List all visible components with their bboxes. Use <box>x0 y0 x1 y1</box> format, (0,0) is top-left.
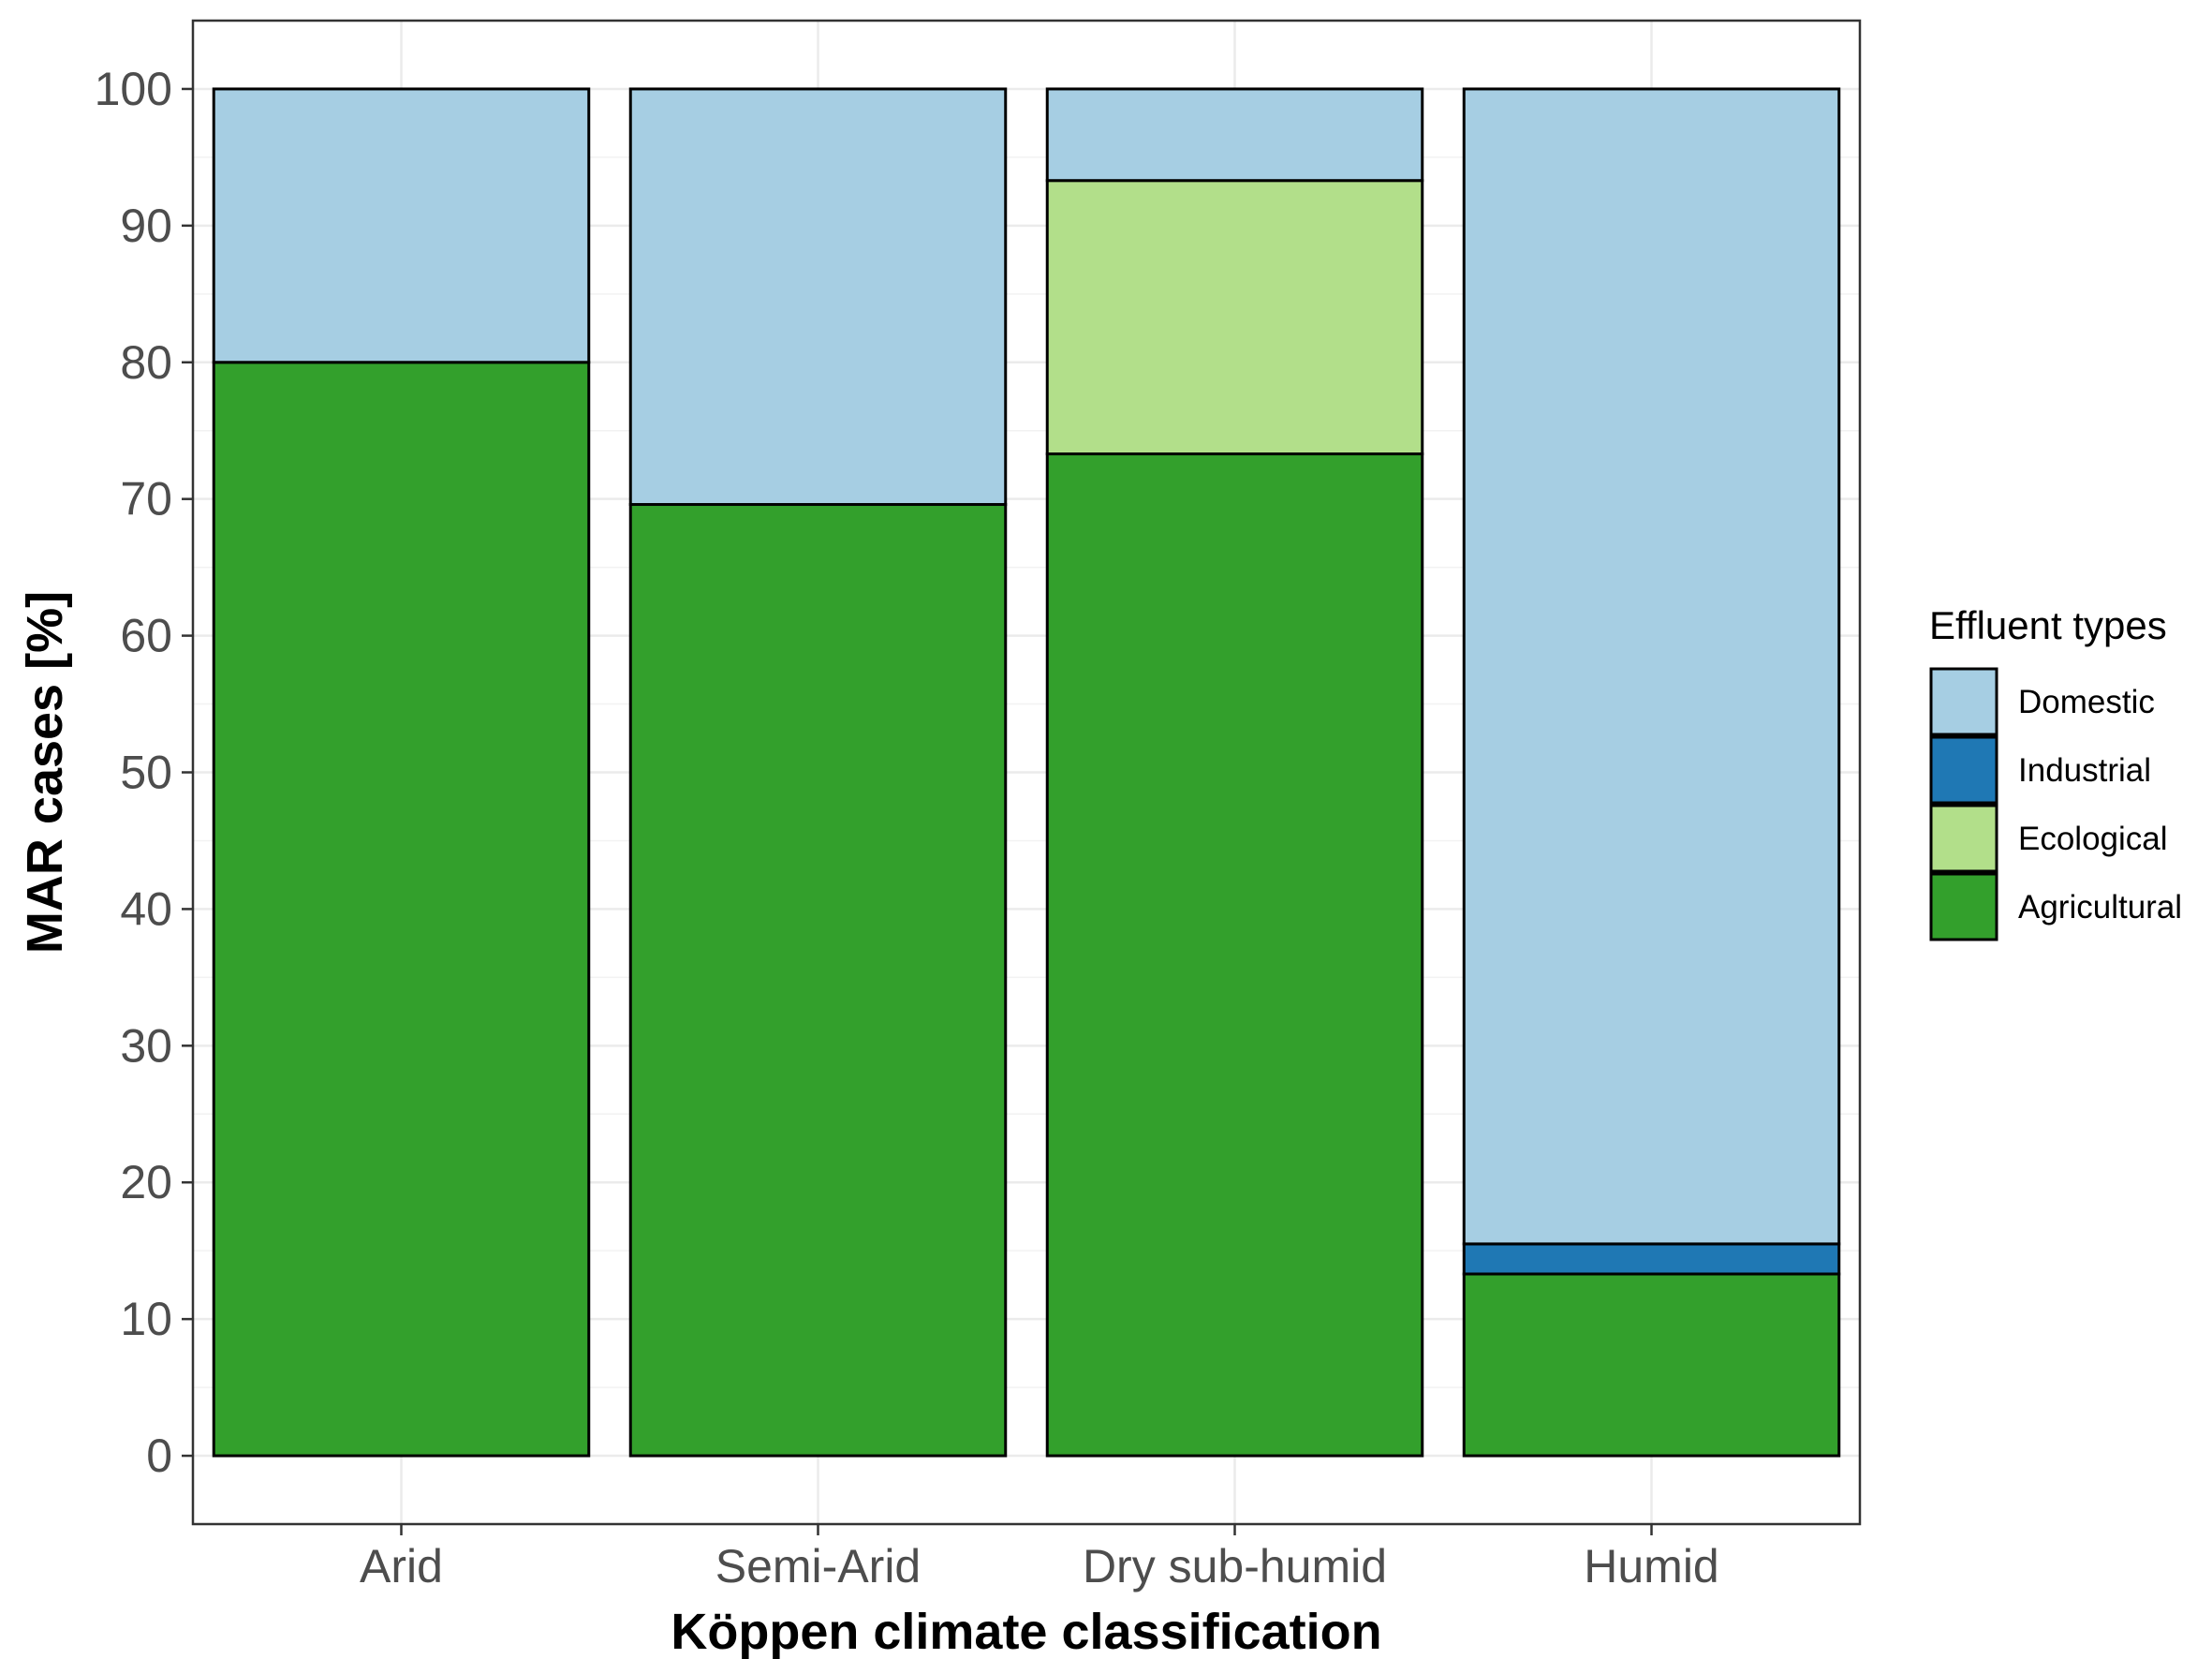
x-tick-label: Arid <box>360 1540 443 1592</box>
y-tick-label: 60 <box>120 610 172 662</box>
bar-segment-semi-arid-domestic <box>628 87 1008 507</box>
y-tick-label: 90 <box>120 200 172 252</box>
y-tick-label: 100 <box>95 63 172 115</box>
y-tick-label: 70 <box>120 473 172 526</box>
legend-label-domestic: Domestic <box>2018 684 2155 720</box>
x-tick-label: Humid <box>1584 1540 1718 1592</box>
bar-segment-humid-agricultural <box>1462 1272 1841 1458</box>
legend: Effluent types Domestic Industrial Ecologi… <box>1929 603 2182 941</box>
y-tick-label: 10 <box>120 1293 172 1345</box>
bar-segment-humid-domestic <box>1462 87 1841 1246</box>
y-tick-label: 0 <box>146 1429 172 1482</box>
axes: 0 10 20 30 40 50 60 70 80 90 100 Arid Semi-Arid Dry s… <box>95 63 1719 1592</box>
bar-segment-semi-arid-agricultural <box>628 503 1008 1458</box>
bar-segment-arid-domestic <box>212 87 591 364</box>
legend-title: Effluent types <box>1929 603 2167 647</box>
legend-key-agricultural <box>1929 872 1998 941</box>
bar-segment-humid-industrial <box>1462 1242 1841 1276</box>
bar-segment-arid-agricultural <box>212 361 591 1458</box>
y-axis-title: MAR cases [%] <box>17 591 73 954</box>
legend-key-ecological <box>1929 804 1998 873</box>
legend-key-domestic <box>1929 667 1998 736</box>
y-tick-label: 40 <box>120 882 172 935</box>
legend-label-ecological: Ecological <box>2018 821 2168 857</box>
bar-segment-dry-sub-humid-ecological <box>1045 179 1424 456</box>
bar-segment-dry-sub-humid-agricultural <box>1045 452 1424 1458</box>
y-tick-label: 50 <box>120 747 172 799</box>
x-tick-label: Semi-Arid <box>715 1540 921 1592</box>
y-tick-label: 80 <box>120 336 172 389</box>
bars <box>212 87 1841 1458</box>
y-tick-label: 20 <box>120 1156 172 1208</box>
x-tick-label: Dry sub-humid <box>1083 1540 1387 1592</box>
legend-key-industrial <box>1929 735 1998 805</box>
y-tick-label: 30 <box>120 1019 172 1072</box>
legend-label-industrial: Industrial <box>2018 752 2151 789</box>
legend-label-agricultural: Agricultural <box>2018 889 2182 926</box>
bar-segment-dry-sub-humid-domestic <box>1045 87 1424 183</box>
x-axis-title: Köppen climate classification <box>671 1604 1381 1659</box>
